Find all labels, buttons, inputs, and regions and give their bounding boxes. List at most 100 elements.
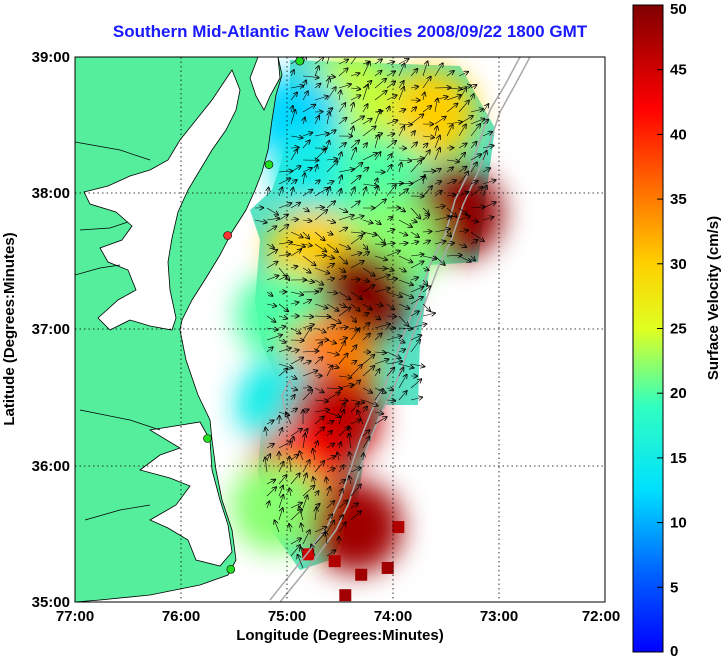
velocity-vector bbox=[350, 403, 359, 413]
velocity-vector bbox=[266, 243, 274, 248]
velocity-vector bbox=[446, 167, 453, 173]
velocity-vector bbox=[350, 187, 355, 197]
velocity-vector bbox=[315, 441, 318, 449]
velocity-region bbox=[309, 481, 402, 574]
velocity-vector bbox=[278, 495, 283, 509]
velocity-vector bbox=[374, 71, 381, 77]
velocity-vector bbox=[398, 232, 407, 235]
velocity-vector bbox=[434, 255, 445, 265]
velocity-vector bbox=[399, 163, 401, 173]
velocity-vector bbox=[290, 86, 303, 88]
velocity-vector bbox=[339, 152, 341, 161]
colorbar-tick-label: 15 bbox=[670, 450, 687, 467]
velocity-vector bbox=[278, 242, 292, 244]
velocity-vector bbox=[338, 215, 354, 221]
velocity-vector bbox=[350, 328, 360, 341]
velocity-vector bbox=[314, 57, 324, 65]
velocity-vector bbox=[351, 127, 353, 137]
velocity-vector bbox=[290, 244, 305, 247]
velocity-vector bbox=[422, 215, 429, 221]
x-axis-ticks: 77:00 76:00 75:00 74:00 73:00 72:00 bbox=[56, 608, 620, 625]
radar-station-marker bbox=[223, 231, 232, 240]
velocity-vector bbox=[326, 232, 333, 235]
velocity-vector bbox=[398, 109, 405, 112]
velocity-vector bbox=[350, 365, 362, 377]
velocity-vector bbox=[302, 255, 315, 265]
velocity-vector bbox=[326, 421, 333, 424]
velocity-vector bbox=[410, 379, 421, 389]
velocity-vector bbox=[398, 315, 408, 326]
velocity-vector bbox=[458, 143, 467, 149]
velocity-vector bbox=[422, 241, 430, 244]
velocity-vector bbox=[350, 116, 364, 125]
y-tick-label: 36:00 bbox=[32, 458, 70, 475]
velocity-vector bbox=[326, 201, 335, 209]
velocity-vector bbox=[470, 207, 485, 208]
velocity-vector bbox=[266, 444, 274, 449]
velocity-vector bbox=[446, 95, 461, 101]
colorbar-tick-label: 30 bbox=[670, 256, 687, 273]
velocity-vector bbox=[386, 81, 395, 89]
velocity-vector bbox=[374, 152, 380, 161]
velocity-vector bbox=[338, 103, 345, 113]
grid-cell bbox=[339, 589, 352, 602]
velocity-vector bbox=[278, 276, 287, 281]
velocity-vector bbox=[363, 143, 367, 149]
velocity-vector bbox=[302, 496, 307, 509]
velocity-vector bbox=[471, 94, 474, 101]
velocity-vector bbox=[470, 154, 481, 161]
velocity-vector bbox=[278, 363, 293, 368]
velocity-vector bbox=[422, 136, 434, 138]
velocity-vector bbox=[278, 225, 288, 233]
velocity-vector bbox=[362, 285, 374, 293]
velocity-vector bbox=[339, 489, 343, 497]
velocity-vector bbox=[398, 81, 404, 89]
velocity-vector bbox=[313, 477, 315, 485]
velocity-vector bbox=[290, 166, 301, 173]
velocity-vector bbox=[434, 181, 441, 184]
velocity-vector bbox=[362, 437, 370, 449]
velocity-vector bbox=[422, 150, 430, 161]
velocity-vector bbox=[410, 397, 422, 400]
velocity-vector bbox=[338, 338, 347, 340]
grid-cell bbox=[302, 548, 315, 561]
x-tick-label: 75:00 bbox=[268, 608, 306, 625]
velocity-vector bbox=[338, 60, 348, 65]
velocity-vector bbox=[278, 303, 288, 311]
velocity-vector bbox=[327, 487, 330, 497]
velocity-vector bbox=[338, 465, 344, 473]
velocity-vector bbox=[471, 255, 475, 261]
velocity-vector bbox=[435, 126, 437, 137]
radar-station-marker bbox=[264, 160, 274, 169]
velocity-vector bbox=[338, 307, 350, 317]
velocity-vector bbox=[446, 207, 456, 217]
velocity-vector bbox=[254, 220, 267, 223]
velocity-vector bbox=[386, 165, 392, 173]
velocity-vector bbox=[422, 186, 432, 197]
velocity-vector bbox=[266, 335, 282, 341]
river-lines bbox=[75, 141, 161, 521]
velocity-vector bbox=[290, 136, 302, 138]
velocity-vector bbox=[350, 148, 356, 161]
velocity-vector bbox=[290, 180, 297, 184]
velocity-vector bbox=[363, 187, 366, 197]
radar-station-marker bbox=[203, 434, 212, 443]
velocity-vector bbox=[398, 328, 412, 329]
velocity-vector bbox=[362, 267, 375, 276]
velocity-vector bbox=[302, 91, 308, 101]
radar-station-marker bbox=[295, 57, 305, 66]
velocity-vector bbox=[350, 73, 359, 76]
velocity-vector bbox=[362, 231, 376, 235]
velocity-vector bbox=[326, 352, 339, 355]
velocity-vector bbox=[302, 231, 309, 239]
velocity-vector bbox=[398, 391, 407, 401]
velocity-vector bbox=[266, 250, 277, 257]
velocity-vector bbox=[350, 176, 361, 185]
velocity-vector bbox=[386, 336, 401, 341]
velocity-vector bbox=[338, 118, 346, 125]
velocity-vector bbox=[266, 304, 276, 306]
velocity-vector bbox=[338, 169, 354, 173]
velocity-vector bbox=[314, 400, 328, 401]
velocity-vector bbox=[338, 255, 347, 264]
velocity-vector bbox=[435, 99, 437, 113]
